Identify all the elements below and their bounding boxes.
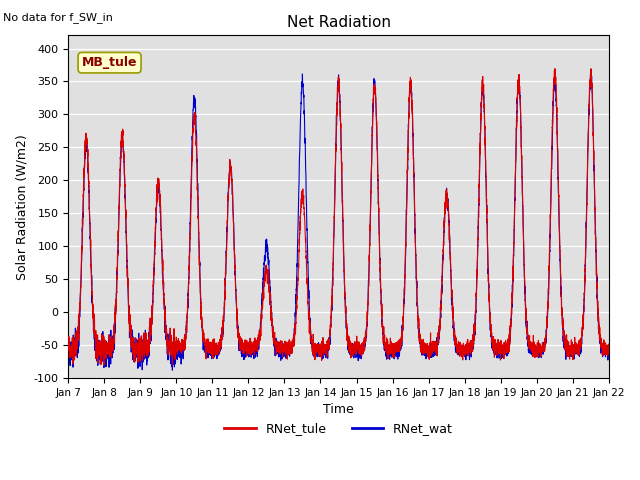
Y-axis label: Solar Radiation (W/m2): Solar Radiation (W/m2) xyxy=(15,134,28,280)
X-axis label: Time: Time xyxy=(323,403,354,417)
Legend: RNet_tule, RNet_wat: RNet_tule, RNet_wat xyxy=(220,418,458,441)
Title: Net Radiation: Net Radiation xyxy=(287,15,390,30)
Text: No data for f_SW_in: No data for f_SW_in xyxy=(3,12,113,23)
Text: MB_tule: MB_tule xyxy=(82,56,138,69)
